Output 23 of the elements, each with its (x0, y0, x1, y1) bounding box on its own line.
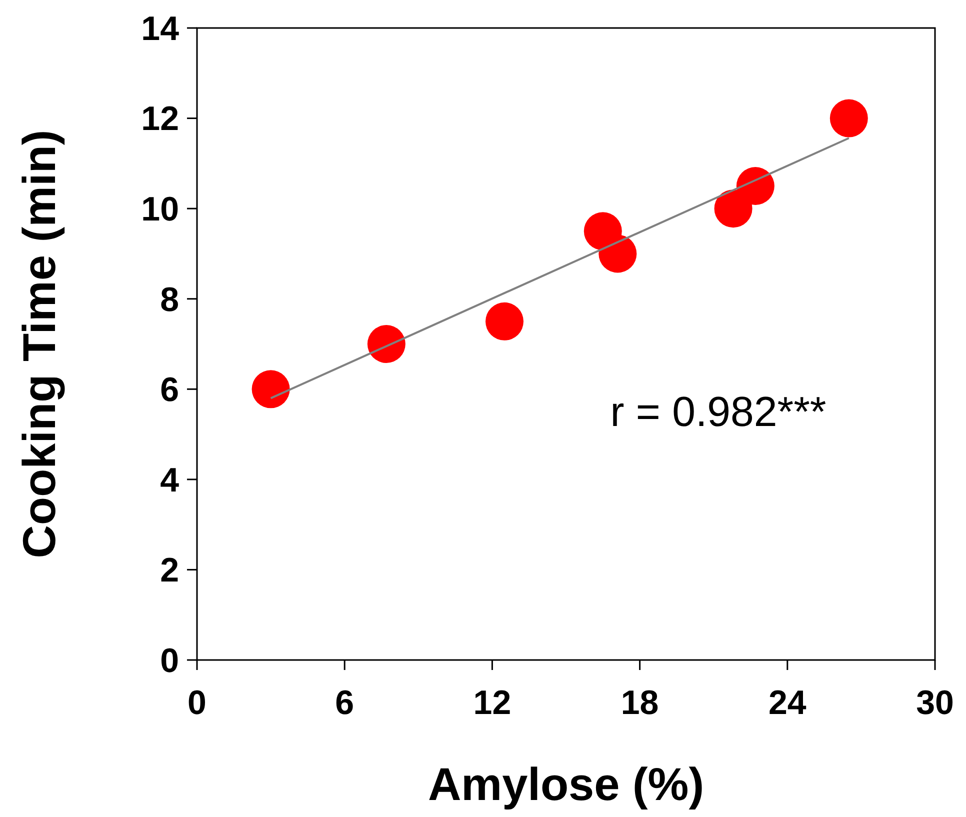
y-tick-label: 4 (160, 461, 180, 500)
y-tick-label: 12 (141, 100, 179, 138)
y-tick-label: 14 (141, 10, 180, 48)
y-tick-label: 0 (160, 642, 179, 680)
x-tick-label: 0 (188, 684, 206, 722)
x-tick-label: 12 (473, 684, 512, 722)
point (252, 370, 290, 408)
point (486, 302, 524, 340)
y-tick-label: 6 (160, 371, 179, 410)
point (367, 325, 406, 363)
point (830, 99, 868, 138)
x-tick-label: 30 (916, 684, 954, 722)
annotation: r = 0.982*** (610, 388, 826, 436)
y-tick-label: 2 (160, 552, 179, 590)
x-axis-title: Amylose (%) (428, 758, 704, 810)
x-tick-label: 18 (620, 684, 659, 722)
y-tick-label: 8 (160, 280, 179, 319)
x-tick-label: 6 (335, 684, 354, 722)
point (736, 167, 774, 205)
x-tick-label: 24 (768, 684, 806, 722)
y-axis-title: Cooking Time (min) (13, 130, 65, 558)
y-tick-label: 10 (141, 190, 179, 228)
point (598, 234, 637, 273)
